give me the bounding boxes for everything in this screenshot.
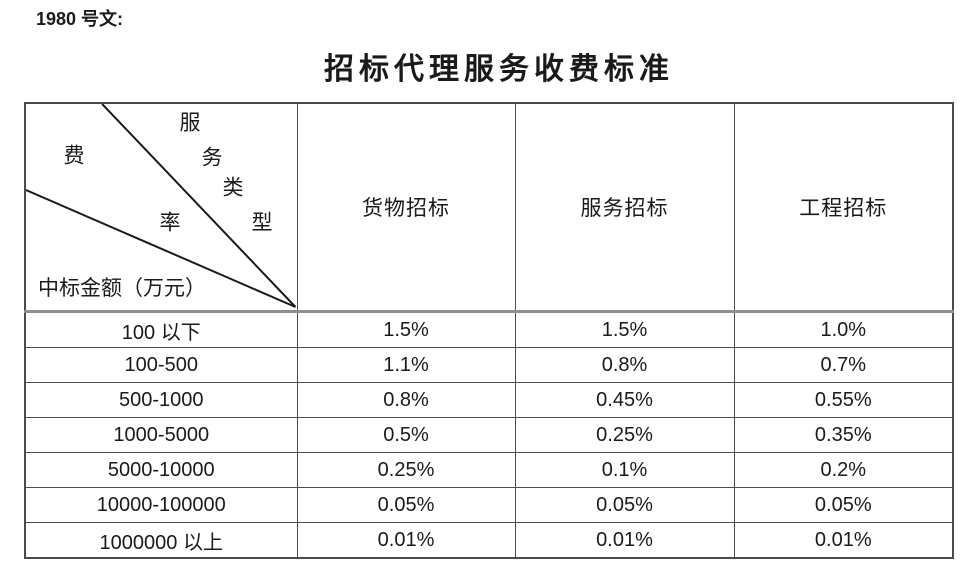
amount-range-cell: 100-500 bbox=[24, 347, 298, 383]
amount-range-cell: 500-1000 bbox=[24, 382, 298, 418]
column-header-engineering-bidding: 工程招标 bbox=[733, 102, 954, 313]
service-type-char: 务 bbox=[201, 145, 223, 170]
page-title: 招标代理服务收费标准 bbox=[324, 53, 674, 86]
table-row: 1000-5000 0.5% 0.25% 0.35% bbox=[24, 417, 954, 453]
amount-range-cell: 1000000 以上 bbox=[24, 522, 298, 559]
amount-range-cell: 100 以下 bbox=[24, 311, 298, 348]
services-rate-cell: 0.01% bbox=[514, 522, 735, 559]
table-row: 100 以下 1.5% 1.5% 1.0% bbox=[24, 311, 954, 348]
goods-rate-cell: 1.1% bbox=[296, 347, 516, 383]
table-row: 100-500 1.1% 0.8% 0.7% bbox=[24, 347, 954, 383]
table-row: 500-1000 0.8% 0.45% 0.55% bbox=[24, 382, 954, 418]
table-row: 1000000 以上 0.01% 0.01% 0.01% bbox=[24, 522, 954, 559]
engineering-rate-cell: 0.2% bbox=[733, 452, 954, 488]
goods-rate-cell: 1.5% bbox=[296, 311, 516, 348]
goods-rate-cell: 0.8% bbox=[296, 382, 516, 418]
engineering-rate-cell: 0.7% bbox=[733, 347, 954, 383]
engineering-rate-cell: 0.01% bbox=[733, 522, 954, 559]
column-header-service-bidding: 服务招标 bbox=[514, 102, 735, 313]
fee-standard-table: 服 务 类 型 费 率 中标金额（万元） 货物招标 服务招标 工程招标 100 … bbox=[24, 102, 954, 559]
goods-rate-cell: 0.25% bbox=[296, 452, 516, 488]
goods-rate-cell: 0.5% bbox=[296, 417, 516, 453]
engineering-rate-cell: 0.55% bbox=[733, 382, 954, 418]
amount-range-cell: 10000-100000 bbox=[24, 487, 298, 523]
fee-rate-char: 费 bbox=[63, 143, 85, 168]
amount-range-cell: 1000-5000 bbox=[24, 417, 298, 453]
services-rate-cell: 1.5% bbox=[514, 311, 735, 348]
diagonal-divider-lines bbox=[26, 104, 296, 308]
diagonal-corner-cell: 服 务 类 型 费 率 中标金额（万元） bbox=[24, 102, 298, 313]
services-rate-cell: 0.8% bbox=[514, 347, 735, 383]
engineering-rate-cell: 0.05% bbox=[733, 487, 954, 523]
engineering-rate-cell: 0.35% bbox=[733, 417, 954, 453]
services-rate-cell: 0.05% bbox=[514, 487, 735, 523]
services-rate-cell: 0.45% bbox=[514, 382, 735, 418]
services-rate-cell: 0.1% bbox=[514, 452, 735, 488]
column-header-goods-bidding: 货物招标 bbox=[296, 102, 516, 313]
goods-rate-cell: 0.05% bbox=[296, 487, 516, 523]
fee-rate-char: 率 bbox=[159, 210, 181, 235]
doc-number-label: 1980 号文: bbox=[36, 9, 124, 29]
services-rate-cell: 0.25% bbox=[514, 417, 735, 453]
table-row: 5000-10000 0.25% 0.1% 0.2% bbox=[24, 452, 954, 488]
goods-rate-cell: 0.01% bbox=[296, 522, 516, 559]
service-type-char: 类 bbox=[222, 175, 244, 200]
service-type-char: 服 bbox=[179, 110, 201, 135]
service-type-char: 型 bbox=[251, 210, 273, 235]
table-header-row: 服 务 类 型 费 率 中标金额（万元） 货物招标 服务招标 工程招标 bbox=[24, 102, 954, 313]
table-row: 10000-100000 0.05% 0.05% 0.05% bbox=[24, 487, 954, 523]
engineering-rate-cell: 1.0% bbox=[733, 311, 954, 348]
amount-axis-label: 中标金额（万元） bbox=[38, 276, 206, 300]
amount-range-cell: 5000-10000 bbox=[24, 452, 298, 488]
